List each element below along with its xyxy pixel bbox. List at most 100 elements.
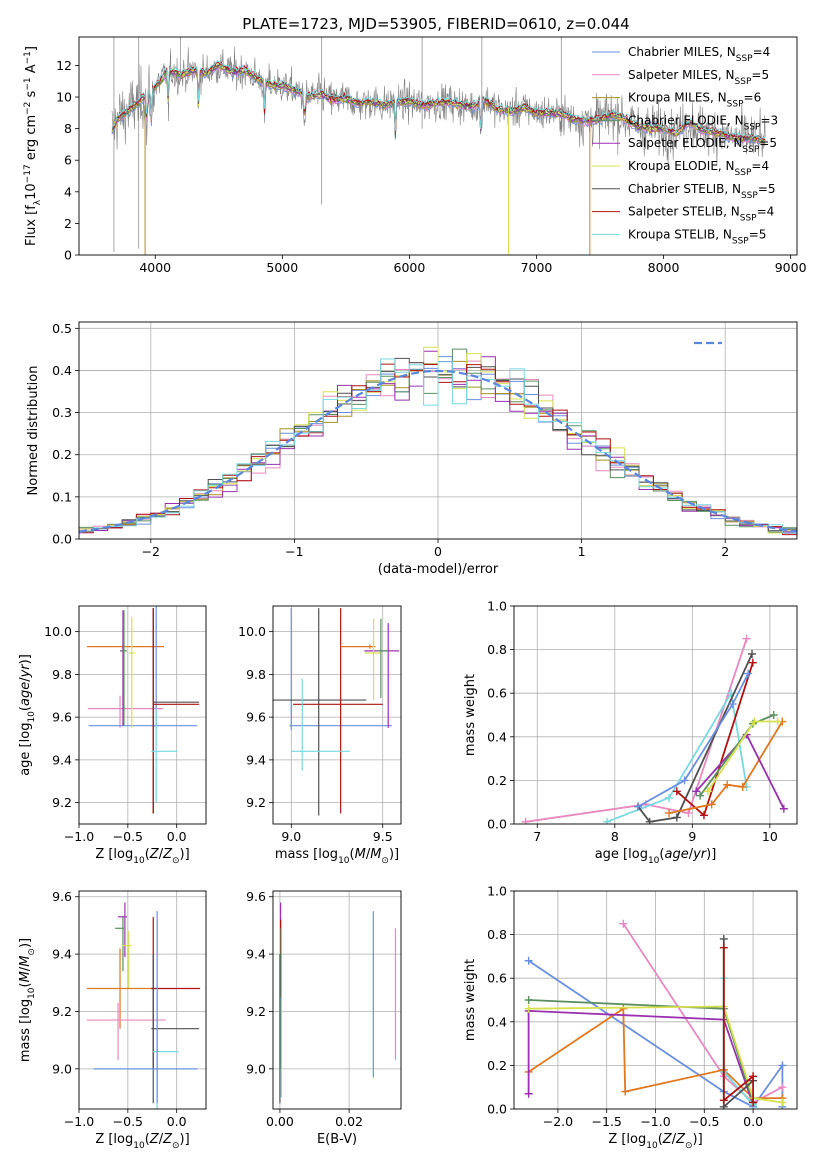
ticks: −1.0 −0.5 0.0 9.0 9.2 9.4 9.6	[52, 889, 187, 1129]
label-part: ⊙	[381, 856, 389, 866]
axes-frame	[78, 36, 798, 256]
label-part: Chabrier ELODIE, N	[628, 113, 744, 127]
label-part: M	[18, 956, 33, 967]
plus-marker	[692, 787, 701, 796]
errorbar-point	[152, 608, 200, 814]
x-tick-label: 0.02	[335, 1114, 363, 1129]
x-tick-label: −1.0	[64, 1114, 94, 1129]
plus-marker	[699, 811, 708, 820]
normal-curve	[79, 369, 797, 533]
label-part: Z [log	[95, 1132, 133, 1147]
label-part: mass [log	[18, 999, 33, 1062]
label-part: Z	[149, 847, 160, 862]
ticks: 0.00 0.02 9.0 9.2 9.4 9.6	[246, 889, 363, 1129]
plus-marker	[707, 800, 716, 809]
label-part: SSP	[735, 168, 752, 178]
label-part: Salpeter ELODIE, N	[628, 136, 742, 150]
errorbar-point	[377, 618, 389, 698]
label-part: /	[18, 677, 33, 682]
label-part: Kroupa MILES, N	[628, 91, 727, 105]
series	[703, 717, 782, 796]
x-axis-label: age [log10(age/yr)]	[595, 847, 717, 866]
label-part: Chabrier STELIB, N	[628, 182, 741, 196]
axes-frame	[78, 890, 207, 1110]
model-spectrum-line	[111, 60, 766, 140]
plus-marker	[719, 943, 728, 952]
label-part: Z	[149, 1132, 160, 1147]
ticks: 7 8 9 10 0.0 0.2 0.4 0.6 0.8 1.0	[487, 599, 778, 845]
y-tick-label: 0.0	[52, 532, 72, 547]
plus-marker	[672, 787, 681, 796]
ticks: 9.0 9.5 9.2 9.4 9.6 9.8 10.0	[238, 624, 393, 844]
label-part: 10	[24, 183, 39, 200]
label-part: 10	[133, 1141, 145, 1151]
y-tick-label: 9.4	[246, 752, 266, 767]
x-axis-label: Z [log10(Z/Z⊙)]	[95, 847, 189, 866]
y-tick-label: 0.1	[52, 489, 72, 504]
x-tick-label: −1.0	[64, 829, 94, 844]
series-line	[528, 1005, 783, 1104]
label-part: ⊙	[172, 856, 180, 866]
label-part: 10	[646, 1141, 658, 1151]
errorbar-point	[93, 911, 198, 1104]
x-axis-label: (data-model)/error	[378, 562, 499, 577]
label-part: λ	[33, 199, 43, 205]
model-spectra	[111, 60, 766, 255]
plus-marker	[723, 780, 732, 789]
plus-marker	[778, 1061, 787, 1070]
label-part: SSP	[742, 145, 759, 155]
x-axis-label: Z [log10(Z/Z⊙)]	[95, 1132, 189, 1151]
label-part: SSP	[736, 54, 753, 64]
y-tick-label: 9.2	[52, 1004, 72, 1019]
label-part: ]	[24, 46, 39, 51]
label-part: −2	[23, 102, 33, 115]
errorbar-point	[115, 916, 124, 972]
label-part: Z [log	[608, 1132, 646, 1147]
plus-marker	[621, 1087, 630, 1096]
y-tick-label: 9.8	[52, 667, 72, 682]
label-part: )]	[706, 847, 716, 862]
axes-frame	[272, 890, 402, 1110]
x-tick-label: 1	[578, 544, 586, 559]
axes-frame	[272, 605, 402, 825]
y-tick-label: 1.0	[487, 884, 507, 899]
x-tick-label: 9000	[775, 260, 807, 275]
label-part: 10	[338, 856, 350, 866]
y-tick-label: 10	[56, 90, 72, 105]
plus-marker	[749, 1072, 758, 1081]
grid	[273, 891, 401, 1109]
y-tick-label: 0.2	[52, 447, 72, 462]
error-bars	[273, 608, 400, 816]
axes-frame	[78, 605, 207, 825]
x-tick-label: 2	[721, 544, 729, 559]
error-bars	[86, 606, 200, 814]
y-tick-label: 9.6	[52, 710, 72, 725]
plus-marker	[645, 817, 654, 824]
x-axis-label: E(B-V)	[317, 1132, 357, 1147]
x-tick-label: 10	[762, 829, 778, 844]
y-tick-label: 0.8	[487, 927, 507, 942]
x-tick-label: 8	[611, 829, 619, 844]
plus-marker	[773, 717, 782, 726]
y-tick-label: 9.8	[246, 667, 266, 682]
x-tick-label: 7	[533, 829, 541, 844]
label-part: (	[18, 982, 33, 987]
label-part: /	[672, 1132, 677, 1147]
x-tick-label: 5000	[266, 260, 298, 275]
label-part: Chabrier MILES, N	[628, 45, 736, 59]
label-part: =3	[760, 113, 778, 127]
label-part: =4	[753, 45, 771, 59]
y-tick-label: 8	[64, 121, 72, 136]
label-part: =5	[751, 68, 769, 82]
label-part: /	[689, 847, 694, 862]
y-tick-label: 9.6	[52, 889, 72, 904]
plus-marker	[603, 817, 612, 824]
y-tick-label: 9.0	[52, 1061, 72, 1076]
errorbar-point	[128, 616, 135, 728]
label-part: yr	[692, 847, 708, 862]
plus-marker	[672, 813, 681, 822]
model-spectrum-line	[111, 63, 766, 142]
label-part: Z	[162, 1132, 173, 1147]
plus-marker	[680, 776, 689, 785]
series-line	[637, 653, 753, 823]
